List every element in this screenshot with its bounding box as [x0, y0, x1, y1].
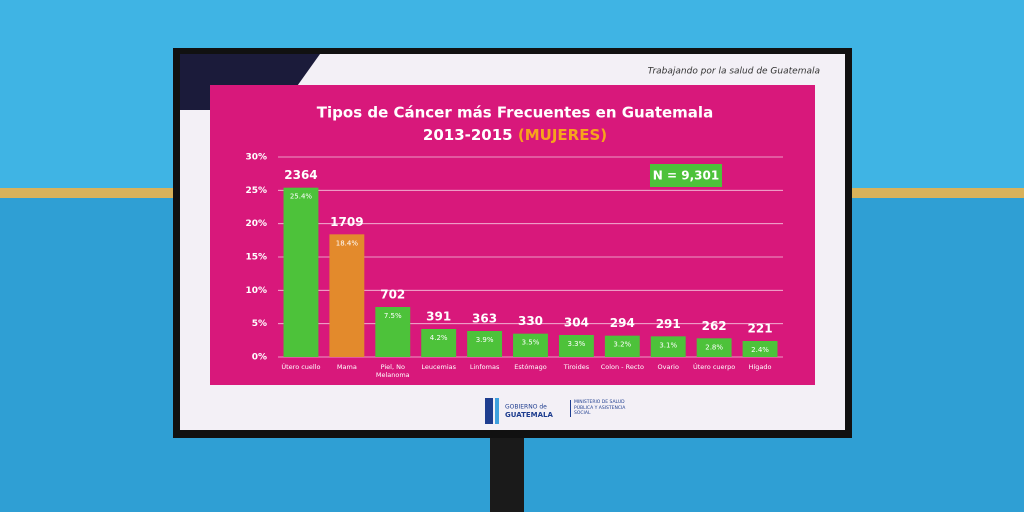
value-label: 2.8%: [705, 343, 723, 351]
logo-ministry: MINISTERIO DE SALUD PÚBLICA Y ASISTENCIA…: [570, 400, 632, 417]
bar: [513, 333, 548, 357]
value-label: 7.5%: [384, 312, 402, 320]
subtitle-highlight: (MUJERES): [518, 126, 607, 144]
bar: [650, 336, 686, 357]
value-label: 3.2%: [613, 341, 631, 349]
value-label: 3.3%: [568, 340, 586, 348]
value-label: 3.1%: [659, 341, 677, 349]
y-tick-label: 20%: [245, 219, 267, 229]
count-label: 363: [472, 312, 497, 326]
header: Trabajando por la salud de Guatemala: [648, 67, 820, 77]
bar: [467, 331, 503, 357]
y-tick-label: 0%: [252, 353, 267, 363]
x-tick-label: Colon - Recto: [600, 363, 644, 371]
bar: [604, 335, 640, 357]
value-label: 3.9%: [476, 336, 494, 344]
x-tick-label: Mama: [336, 363, 357, 371]
x-tick-label: Piel, No Melanoma: [375, 363, 410, 379]
bar: [283, 187, 319, 357]
chart-title: Tipos de Cáncer más Frecuentes en Guatem…: [317, 104, 713, 122]
subtitle: 2013-2015: [423, 126, 513, 144]
bar: [742, 341, 778, 357]
logo-mark: [495, 398, 499, 424]
count-label: 1709: [330, 215, 363, 229]
tv-stand: [490, 430, 524, 512]
x-tick-label: Leucemias: [421, 363, 457, 371]
y-tick-label: 15%: [245, 253, 267, 263]
count-label: 304: [564, 316, 589, 330]
value-label: 3.5%: [522, 339, 540, 347]
y-tick-label: 30%: [245, 153, 267, 163]
x-tick-label: Útero cuerpo: [692, 363, 736, 371]
annotation-box: [650, 164, 722, 187]
y-tick-label: 25%: [245, 186, 267, 196]
y-tick-label: 10%: [245, 286, 267, 296]
value-label: 4.2%: [430, 334, 448, 342]
count-label: 262: [702, 319, 727, 333]
bar: [375, 307, 411, 357]
count-label: 391: [426, 310, 451, 324]
logo-line2: GUATEMALA: [505, 411, 553, 419]
logo-line1: GOBIERNO de: [505, 404, 547, 411]
value-label: 25.4%: [290, 193, 313, 201]
bar: [558, 335, 594, 357]
y-tick-label: 5%: [252, 319, 267, 329]
chart-subtitle: 2013-2015 (MUJERES): [423, 126, 607, 144]
count-label: 702: [380, 288, 405, 302]
bar: [421, 329, 457, 357]
count-label: 291: [656, 317, 681, 331]
count-label: 2364: [284, 168, 317, 182]
annotation: N = 9,301: [653, 169, 719, 183]
x-tick-label: Linfomas: [469, 363, 500, 371]
count-label: 221: [748, 322, 773, 336]
value-label: 18.4%: [336, 239, 359, 247]
x-tick-label: Útero cuello: [281, 363, 321, 371]
x-tick-label: Tiroides: [563, 363, 590, 371]
value-label: 2.4%: [751, 346, 769, 354]
bar: [329, 234, 365, 357]
x-tick-label: Hígado: [748, 363, 772, 371]
count-label: 294: [610, 316, 635, 330]
logo-mark: [485, 398, 493, 424]
count-label: 330: [518, 314, 543, 328]
x-tick-label: Estómago: [514, 363, 547, 371]
bar: [696, 338, 732, 357]
x-tick-label: Ovario: [657, 363, 679, 371]
